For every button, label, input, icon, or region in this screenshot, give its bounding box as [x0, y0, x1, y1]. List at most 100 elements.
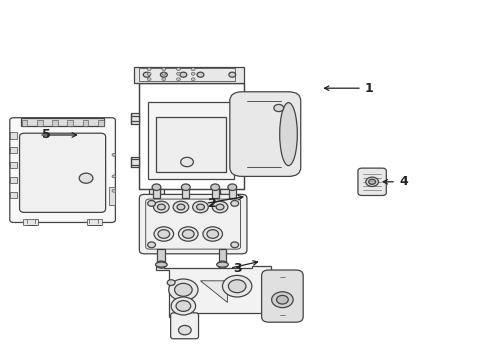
Bar: [153, 187, 160, 198]
Circle shape: [191, 78, 195, 81]
Circle shape: [157, 204, 165, 210]
FancyBboxPatch shape: [139, 194, 246, 254]
Circle shape: [276, 295, 287, 304]
Circle shape: [162, 78, 165, 81]
FancyBboxPatch shape: [20, 133, 105, 212]
Bar: [10, 132, 17, 139]
FancyBboxPatch shape: [357, 168, 386, 195]
Circle shape: [79, 173, 93, 183]
Circle shape: [365, 177, 378, 186]
Circle shape: [154, 227, 173, 241]
Circle shape: [178, 227, 198, 241]
Bar: [10, 147, 17, 153]
Circle shape: [203, 227, 222, 241]
Circle shape: [230, 201, 238, 206]
Circle shape: [197, 72, 203, 77]
Bar: [109, 187, 115, 205]
Bar: [21, 118, 104, 126]
Circle shape: [273, 104, 283, 112]
Circle shape: [182, 230, 194, 238]
Polygon shape: [139, 83, 244, 189]
Circle shape: [176, 68, 180, 71]
Text: 3: 3: [232, 262, 241, 275]
Circle shape: [230, 242, 238, 248]
Bar: [10, 177, 17, 183]
Circle shape: [222, 275, 251, 297]
Bar: [10, 162, 17, 168]
Circle shape: [177, 204, 184, 210]
Circle shape: [160, 72, 167, 77]
Bar: [37, 120, 42, 126]
Bar: [134, 67, 244, 83]
Polygon shape: [130, 157, 139, 167]
Ellipse shape: [216, 262, 228, 267]
Circle shape: [206, 230, 218, 238]
Bar: [52, 120, 58, 126]
Circle shape: [178, 325, 191, 335]
Circle shape: [196, 204, 204, 210]
Polygon shape: [220, 189, 234, 195]
Circle shape: [271, 292, 292, 307]
Bar: [155, 117, 226, 172]
Circle shape: [152, 184, 161, 190]
Polygon shape: [130, 113, 139, 124]
Circle shape: [192, 201, 208, 213]
Circle shape: [181, 184, 190, 190]
Circle shape: [147, 201, 155, 206]
Circle shape: [162, 68, 165, 71]
Circle shape: [176, 72, 180, 75]
Bar: [182, 187, 189, 198]
Circle shape: [180, 157, 193, 167]
Circle shape: [216, 204, 224, 210]
Circle shape: [153, 201, 169, 213]
Bar: [139, 68, 234, 81]
Bar: [228, 187, 235, 198]
Circle shape: [171, 297, 195, 315]
Circle shape: [162, 72, 165, 75]
Polygon shape: [149, 189, 163, 195]
Circle shape: [112, 153, 116, 156]
Circle shape: [173, 201, 188, 213]
Circle shape: [147, 78, 151, 81]
Text: 2: 2: [208, 197, 217, 210]
Ellipse shape: [279, 103, 297, 166]
Circle shape: [217, 261, 227, 268]
Bar: [218, 249, 226, 265]
Bar: [82, 120, 88, 126]
Bar: [157, 249, 165, 265]
Circle shape: [368, 179, 375, 184]
Bar: [23, 219, 38, 225]
Circle shape: [212, 201, 227, 213]
Circle shape: [210, 184, 219, 190]
Circle shape: [147, 242, 155, 248]
Circle shape: [227, 184, 236, 190]
Circle shape: [112, 189, 116, 192]
Text: 4: 4: [398, 175, 407, 188]
Bar: [87, 219, 102, 225]
Circle shape: [191, 72, 195, 75]
FancyBboxPatch shape: [261, 270, 303, 322]
Circle shape: [174, 283, 192, 296]
Text: 5: 5: [42, 129, 51, 141]
Bar: [211, 187, 218, 198]
Polygon shape: [200, 281, 227, 302]
Circle shape: [176, 78, 180, 81]
FancyBboxPatch shape: [170, 313, 198, 339]
Circle shape: [156, 261, 166, 268]
Bar: [67, 120, 73, 126]
Circle shape: [228, 72, 235, 77]
Bar: [21, 120, 27, 126]
Ellipse shape: [155, 262, 167, 267]
Circle shape: [176, 301, 190, 311]
FancyBboxPatch shape: [10, 118, 115, 222]
Bar: [10, 192, 17, 198]
Bar: [98, 120, 103, 126]
Text: 1: 1: [364, 82, 373, 95]
Circle shape: [167, 280, 175, 285]
Circle shape: [147, 68, 151, 71]
Circle shape: [180, 72, 186, 77]
Circle shape: [147, 72, 151, 75]
FancyBboxPatch shape: [229, 92, 300, 176]
Circle shape: [168, 279, 198, 301]
Circle shape: [112, 175, 116, 178]
